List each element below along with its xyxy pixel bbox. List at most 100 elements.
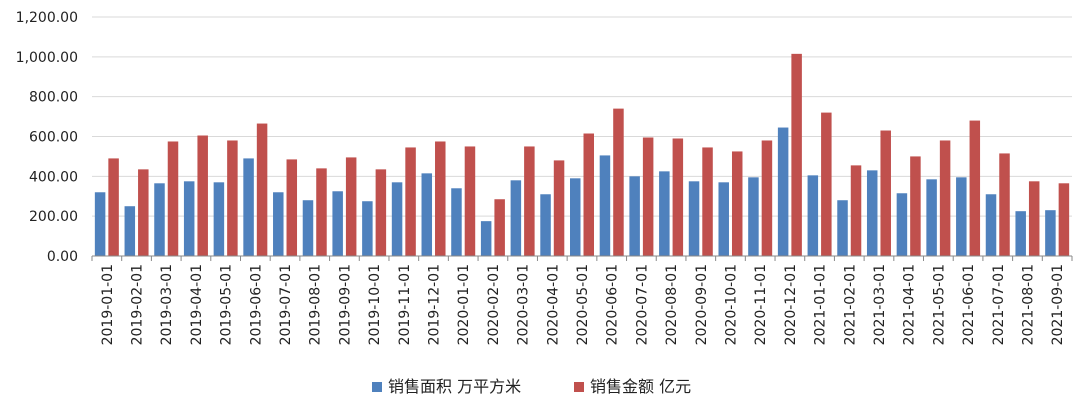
bar-series-2	[405, 147, 416, 256]
bar-series-2	[880, 130, 891, 256]
x-tick-label: 2019-05-01	[219, 264, 235, 345]
x-tick-label: 2019-06-01	[248, 264, 264, 345]
bar-series-2	[256, 123, 268, 256]
legend-label: 销售金额 亿元	[590, 377, 691, 396]
bar-series-1	[183, 181, 195, 256]
y-tick-label: 800.00	[29, 90, 78, 106]
bar-series-1	[1045, 210, 1056, 256]
bar-series-2	[286, 159, 298, 256]
x-tick-label: 2021-01-01	[813, 264, 829, 345]
bar-series-2	[821, 112, 832, 256]
bar-series-2	[999, 153, 1010, 256]
x-tick-label: 2019-01-01	[100, 264, 116, 345]
bar-series-1	[213, 182, 225, 256]
bar-series-1	[124, 206, 136, 256]
bar-series-1	[154, 183, 165, 256]
bar-series-2	[969, 120, 981, 256]
x-tick-label: 2021-06-01	[961, 264, 977, 345]
bar-series-2	[791, 53, 802, 256]
bar-series-1	[570, 178, 581, 256]
x-tick-label: 2021-02-01	[842, 264, 858, 345]
x-tick-label: 2020-05-01	[575, 264, 591, 345]
bar-series-1	[451, 188, 462, 256]
y-tick-label: 0.00	[47, 249, 78, 265]
bar-series-1	[956, 177, 967, 256]
y-tick-label: 600.00	[29, 130, 78, 146]
bar-series-1	[332, 191, 343, 256]
bar-series-2	[731, 151, 743, 256]
x-axis-tick-labels: 2019-01-01 2019-02-01 2019-03-01 2019-04-01…	[100, 264, 1066, 345]
bar-series-2	[435, 141, 446, 256]
legend: 销售面积 万平方米 销售金额 亿元	[372, 377, 691, 396]
bar-series-2	[138, 169, 149, 256]
bar-series-2	[672, 138, 684, 256]
x-tick-label: 2020-09-01	[694, 264, 710, 345]
y-tick-label: 1,200.00	[16, 10, 78, 26]
bar-series-1	[718, 182, 729, 256]
x-tick-label: 2019-02-01	[130, 264, 146, 345]
bar-series-1	[659, 171, 670, 256]
bar-series-1	[480, 221, 492, 256]
x-axis	[91, 255, 1073, 261]
x-tick-label: 2020-02-01	[486, 264, 502, 345]
bar-series-2	[761, 140, 773, 256]
x-tick-label: 2020-06-01	[605, 264, 621, 345]
y-tick-label: 200.00	[29, 209, 78, 225]
bar-series-1	[362, 201, 373, 256]
x-tick-label: 2020-03-01	[516, 264, 532, 345]
bar-series-1	[985, 194, 997, 256]
bar-series-1	[688, 181, 700, 256]
bar-series-1	[273, 192, 284, 256]
bar-series-2	[553, 160, 565, 256]
bar-series-1	[777, 127, 789, 256]
x-tick-label: 2019-11-01	[397, 264, 413, 345]
x-tick-label: 2021-08-01	[1020, 264, 1036, 345]
bars	[94, 53, 1070, 257]
bar-series-2	[316, 168, 327, 256]
bar-series-1	[866, 170, 878, 256]
bar-series-1	[837, 200, 848, 256]
x-tick-label: 2021-05-01	[931, 264, 947, 345]
y-tick-label: 1,000.00	[16, 50, 78, 66]
x-tick-label: 2019-08-01	[308, 264, 324, 345]
legend-label: 销售面积 万平方米	[388, 377, 521, 396]
x-tick-label: 2019-10-01	[367, 264, 383, 345]
bar-series-1	[421, 173, 433, 256]
bar-series-1	[629, 176, 640, 256]
x-tick-label: 2019-03-01	[159, 264, 175, 345]
gridlines	[92, 16, 1072, 217]
x-tick-label: 2020-10-01	[723, 264, 739, 345]
bar-series-1	[926, 179, 937, 256]
bar-series-2	[524, 146, 535, 256]
bar-series-2	[910, 156, 921, 256]
bar-series-2	[642, 137, 654, 256]
bar-series-2	[1058, 183, 1070, 256]
bar-series-1	[94, 192, 106, 256]
x-tick-label: 2021-09-01	[1050, 264, 1066, 345]
x-tick-label: 2019-04-01	[189, 264, 205, 345]
bar-series-2	[939, 140, 951, 256]
bar-series-2	[345, 157, 357, 256]
bar-series-1	[540, 194, 551, 256]
bar-series-2	[702, 147, 713, 256]
bar-series-2	[197, 135, 208, 256]
bar-series-2	[494, 199, 505, 256]
bar-series-1	[599, 155, 611, 256]
bar-series-1	[1015, 211, 1026, 256]
x-tick-label: 2020-01-01	[456, 264, 472, 345]
bar-series-1	[510, 180, 522, 256]
x-tick-label: 2020-11-01	[753, 264, 769, 345]
x-tick-label: 2019-09-01	[337, 264, 353, 345]
bar-series-2	[464, 146, 476, 256]
x-tick-label: 2021-03-01	[872, 264, 888, 345]
bar-series-2	[613, 108, 624, 257]
bar-series-2	[850, 165, 862, 256]
bar-series-2	[375, 169, 387, 256]
bar-series-1	[391, 182, 403, 256]
bar-series-2	[108, 158, 119, 256]
x-tick-label: 2020-08-01	[664, 264, 680, 345]
x-tick-label: 2020-12-01	[783, 264, 799, 345]
y-tick-label: 400.00	[29, 169, 78, 185]
x-tick-label: 2021-04-01	[902, 264, 918, 345]
